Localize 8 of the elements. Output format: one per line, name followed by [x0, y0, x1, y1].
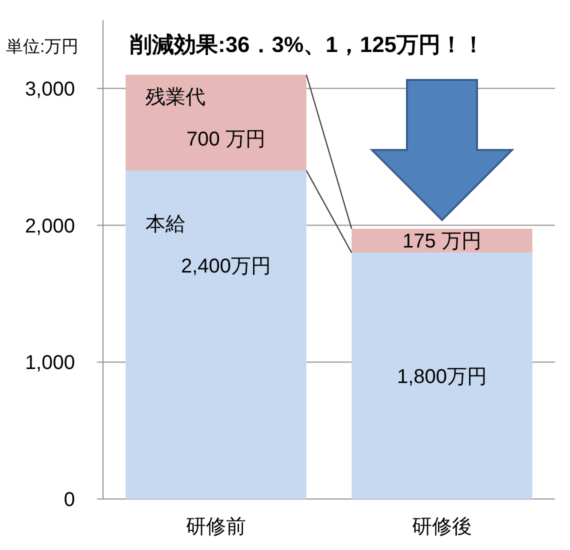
y-tick-label: 0 [64, 489, 75, 511]
y-tick-label: 3,000 [24, 78, 75, 100]
x-tick-label: 研修後 [412, 516, 472, 538]
title: 削減効果:36．3%、1，125万円！！ [130, 32, 485, 57]
y-tick-label: 2,000 [24, 215, 75, 238]
ylabel: 単位:万円 [6, 37, 79, 56]
x-tick-label: 研修前 [186, 516, 246, 538]
y-tick-label: 1,000 [24, 352, 75, 374]
